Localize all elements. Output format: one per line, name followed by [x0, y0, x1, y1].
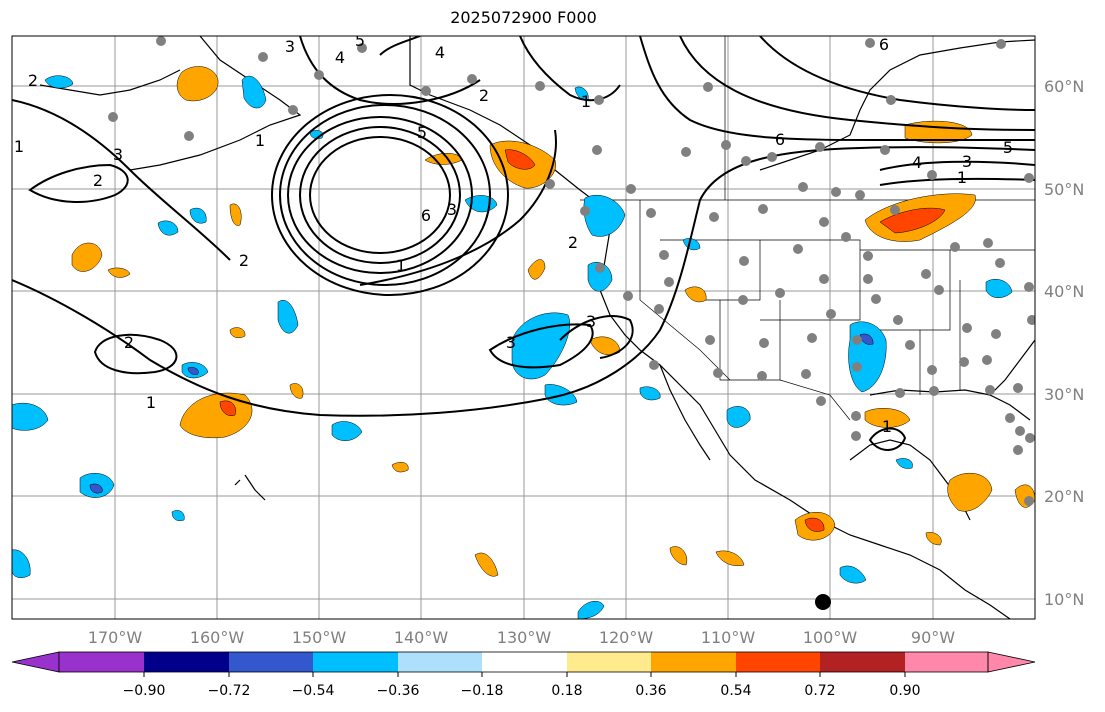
lat-axis-labels: 60°N 50°N 40°N 30°N 20°N 10°N [1044, 77, 1084, 609]
contour-labels: 2 1 3 2 2 2 1 1 3 4 5 4 2 5 6 3 1 2 3 3 … [14, 31, 1013, 436]
svg-text:1: 1 [396, 256, 406, 275]
lon-label: 90°W [911, 628, 955, 647]
map-title: 2025072900 F000 [450, 8, 597, 27]
lon-label: 130°W [497, 628, 552, 647]
colorbar-segment [313, 652, 398, 672]
svg-text:2: 2 [93, 171, 103, 190]
svg-text:2: 2 [239, 251, 249, 270]
colorbar-tick-label: 0.54 [720, 683, 751, 699]
svg-text:3: 3 [285, 37, 295, 56]
colorbar-tick-label: 0.90 [889, 683, 920, 699]
svg-text:5: 5 [417, 123, 427, 142]
svg-text:3: 3 [586, 312, 596, 331]
colorbar-segment [59, 652, 144, 672]
lon-label: 160°W [190, 628, 245, 647]
colorbar-segment [482, 652, 567, 672]
lat-label: 60°N [1044, 77, 1084, 96]
lat-label: 10°N [1044, 590, 1084, 609]
svg-text:4: 4 [335, 48, 345, 67]
colorbar-extend-high [987, 651, 1036, 673]
lon-label: 120°W [599, 628, 654, 647]
colorbar-tick-label: 0.18 [551, 683, 582, 699]
svg-text:4: 4 [912, 153, 922, 172]
colorbar-segment [567, 652, 652, 672]
colorbar-extend-low [11, 651, 60, 673]
lon-label: 170°W [88, 628, 143, 647]
map-frame [11, 35, 1036, 620]
colorbar-tick-label: −0.18 [461, 683, 504, 699]
svg-text:5: 5 [1003, 138, 1013, 157]
colorbar-tick-label: 0.72 [804, 683, 835, 699]
svg-text:6: 6 [775, 130, 785, 149]
svg-text:6: 6 [421, 206, 431, 225]
colorbar: −0.90 −0.72 −0.54 −0.36 −0.18 0.18 0.36 … [11, 651, 1036, 699]
colorbar-segment [398, 652, 483, 672]
contour-lines [12, 36, 1035, 451]
lat-label: 30°N [1044, 385, 1084, 404]
svg-text:1: 1 [14, 137, 24, 156]
colorbar-tick-label: −0.54 [292, 683, 335, 699]
svg-text:1: 1 [882, 417, 892, 436]
svg-text:2: 2 [28, 71, 38, 90]
svg-text:2: 2 [479, 86, 489, 105]
svg-text:3: 3 [447, 200, 457, 219]
svg-text:1: 1 [581, 92, 591, 111]
svg-text:5: 5 [355, 31, 365, 50]
svg-text:6: 6 [879, 35, 889, 54]
marker-black [815, 594, 831, 610]
lat-label: 50°N [1044, 180, 1084, 199]
svg-text:1: 1 [146, 393, 156, 412]
lon-label: 110°W [701, 628, 756, 647]
svg-text:2: 2 [568, 233, 578, 252]
lon-label: 140°W [394, 628, 449, 647]
colorbar-tick-label: −0.72 [208, 683, 251, 699]
svg-text:2: 2 [124, 333, 134, 352]
colorbar-segment [736, 652, 821, 672]
colorbar-segment [229, 652, 314, 672]
svg-text:3: 3 [962, 152, 972, 171]
station-markers [108, 36, 1035, 506]
colorbar-tick-label: −0.36 [377, 683, 420, 699]
colorbar-segment [144, 652, 229, 672]
lon-label: 100°W [803, 628, 858, 647]
svg-text:3: 3 [506, 333, 516, 352]
colorbar-tick-label: 0.36 [635, 683, 666, 699]
svg-text:3: 3 [113, 145, 123, 164]
colorbar-segment [651, 652, 736, 672]
colorbar-segment [905, 652, 988, 672]
lon-axis-labels: 170°W 160°W 150°W 140°W 130°W 120°W 110°… [88, 628, 955, 647]
lat-label: 20°N [1044, 487, 1084, 506]
svg-text:1: 1 [255, 131, 265, 150]
colorbar-tick-label: −0.90 [123, 683, 166, 699]
lat-label: 40°N [1044, 282, 1084, 301]
svg-text:4: 4 [435, 43, 445, 62]
svg-text:1: 1 [957, 168, 967, 187]
shaded-fields [12, 66, 1035, 619]
colorbar-segment [820, 652, 905, 672]
lon-label: 150°W [292, 628, 347, 647]
